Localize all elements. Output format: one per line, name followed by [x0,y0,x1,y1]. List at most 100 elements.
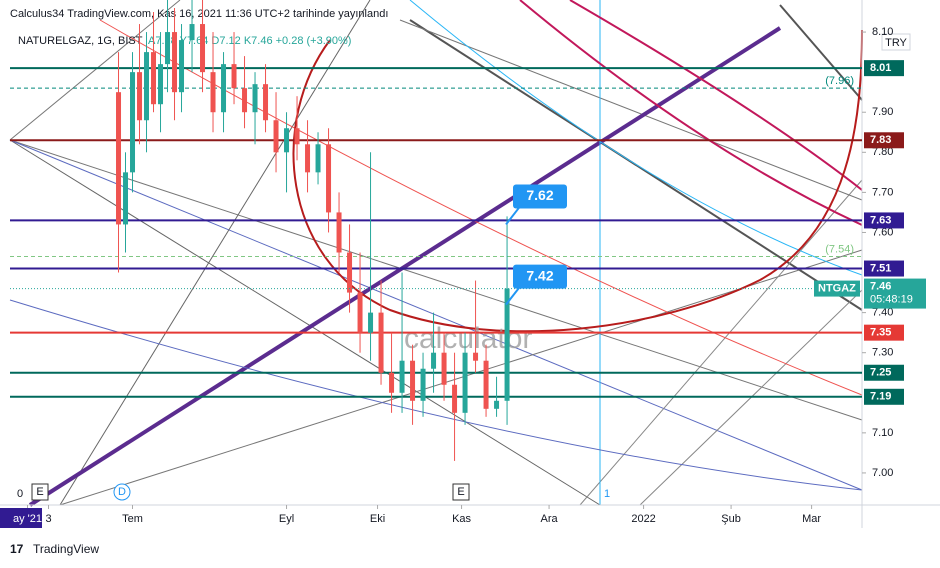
candle-body [200,24,206,73]
candle-body [144,52,150,121]
callout-pointer [505,285,521,306]
symbol: NTGAZ [818,282,856,294]
last-price: 7.46 [870,280,891,292]
candle-body [473,352,479,361]
callout-box [513,264,567,289]
y-tick-label: 7.60 [872,226,893,238]
level-label: 7.25 [870,367,891,379]
x-tick-label: Eki [370,513,385,525]
y-tick-label: 7.10 [872,427,893,439]
candle-body [389,372,395,393]
x-tick-label: 2022 [631,513,655,525]
candle-body [504,288,510,401]
candle-body [452,384,458,413]
candle-body [151,52,157,105]
level-label: 7.83 [870,134,891,146]
x-tick-highlight [0,508,42,528]
candle-body [483,360,489,409]
candle-body [315,144,321,173]
y-tick-label: 7.90 [872,106,893,118]
candle-body [494,400,500,409]
candle-body [357,292,363,333]
candle-body [441,352,447,385]
level-label: 8.01 [870,62,891,74]
callout-pointer [505,205,521,226]
callout-label: 7.62 [526,187,553,203]
candle-body [130,72,136,173]
ohlc: A7.18 Y7.64 D7.12 K7.46 +0.28 (+3.90%) [148,35,351,47]
currency: TRY [885,37,907,49]
level-box [864,324,904,341]
x-tick-label: 3 [45,513,51,525]
legend: NATURELGAZ, 1G, BIST [18,35,143,47]
y-tick-label: 8.10 [872,26,893,38]
candle-body [431,352,437,369]
event-label: 1 [604,488,610,500]
currency-box [881,33,911,51]
candle-body [179,40,185,93]
last-box [864,278,926,309]
candle-body [462,352,468,413]
x-tick-label: Tem [122,513,143,525]
level-box [864,388,904,405]
y-tick-label: 7.00 [872,467,893,479]
level-box [864,132,904,149]
candle-body [158,64,164,105]
event-marker [113,483,131,501]
candle-body [189,24,195,41]
candle-body [123,172,129,225]
event-label: D [118,486,126,498]
y-tick-label: 7.70 [872,186,893,198]
candle-body [294,128,300,145]
level-box [864,260,904,277]
candle-body [172,32,178,93]
level-box [864,60,904,77]
callout-box [513,184,567,209]
candle-body [231,64,237,89]
drawings [9,0,863,507]
y-tick-label: 7.30 [872,347,893,359]
candle-body [165,32,171,65]
candle-body [284,128,290,153]
callout-label: 7.42 [526,267,553,283]
x-tick-label: Şub [721,513,741,525]
candle-body [399,360,405,393]
candle-body [305,144,311,173]
watermark: calculator [404,322,532,355]
candle-body [273,120,279,153]
dashed-level-label: (7.96) [825,75,854,87]
candle-body [263,84,269,121]
event-label: E [457,486,464,498]
candle-body [420,368,426,401]
countdown: 05:48:19 [870,293,913,305]
x-tick-label: ay '21 [13,513,42,525]
candle-body [210,72,216,113]
candle-body [326,144,332,213]
candle-body [368,312,374,333]
event-marker [31,483,49,501]
candle-body [347,252,353,293]
level-box [864,212,904,229]
logo: 17 [10,542,24,556]
dashed-level-label: (7.54) [825,243,854,255]
event-label: E [36,486,43,498]
y-tick-label: 7.80 [872,146,893,158]
y-tick-label: 7.40 [872,307,893,319]
candle-body [137,72,143,121]
level-label: 7.63 [870,214,891,226]
level-label: 7.51 [870,262,891,274]
event-marker [452,483,470,501]
candle-body [378,312,384,373]
candle-body [252,84,258,113]
x-tick-label: Eyl [279,513,294,525]
candle-body [410,360,416,401]
x-tick-label: Mar [802,513,821,525]
candle-body [336,212,342,253]
candle-body [116,92,122,225]
event-label: 0 [17,488,23,500]
candle-body [242,88,248,113]
header: Calculus34 TradingView.com, Kas 16, 2021… [10,8,388,20]
symbol-box [814,280,860,297]
level-label: 7.19 [870,391,891,403]
